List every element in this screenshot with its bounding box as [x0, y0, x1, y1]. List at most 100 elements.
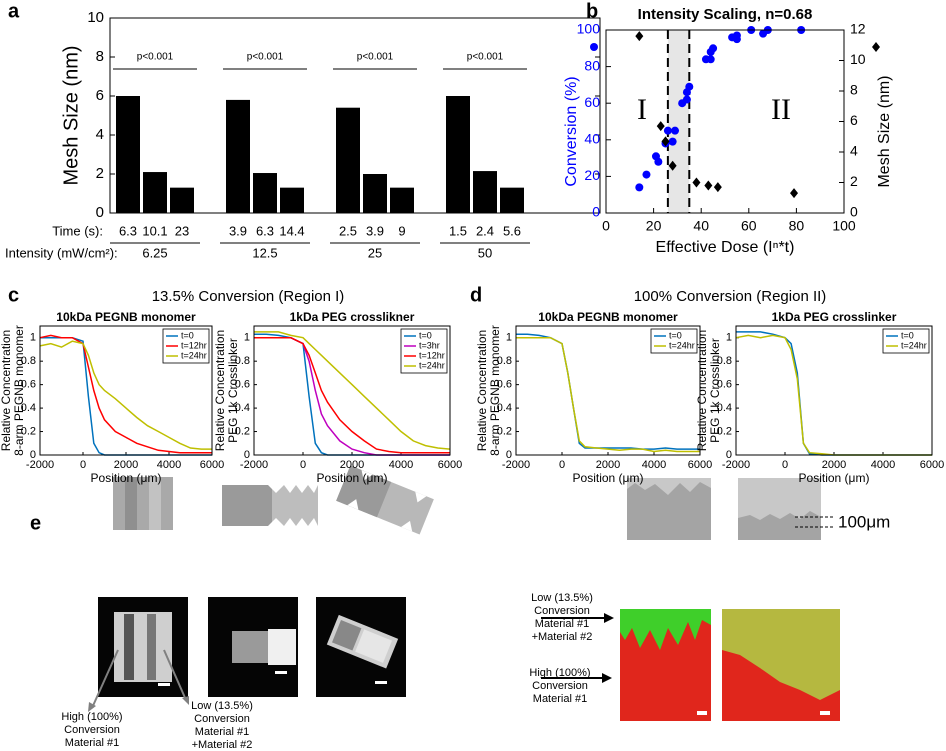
x-tick-label: 2000	[596, 459, 620, 471]
y-tick-label: 0	[30, 449, 36, 461]
line-series	[254, 336, 450, 454]
y-tick-label: 4	[96, 126, 104, 143]
x-tick-label: 6.3	[256, 223, 274, 238]
callout-label: Conversion	[534, 605, 590, 617]
y2-tick-label: 12	[850, 21, 866, 37]
x-tick-label: 6000	[438, 459, 462, 471]
legend-label: t=0	[419, 330, 432, 340]
callout-label: Low (13.5%)	[531, 592, 593, 604]
x-tick-label: 2000	[340, 459, 364, 471]
scale-label: 100μm	[838, 512, 890, 531]
y-tick-label: 0	[96, 204, 104, 221]
x-tick-label: 6.3	[119, 223, 137, 238]
panel-label: c	[8, 284, 19, 306]
legend-label: t=24hr	[419, 360, 445, 370]
callout-label: Material #1	[535, 618, 589, 630]
panel-label: d	[470, 284, 482, 306]
y-tick-label: 0	[726, 449, 732, 461]
callout-label: Material #1	[533, 693, 587, 705]
axes-frame	[109, 17, 601, 214]
x-tick-label: 4000	[389, 459, 413, 471]
x-tick-label: 60	[741, 218, 757, 234]
x-tick-label: 4000	[642, 459, 666, 471]
y-tick-label: 0.8	[235, 355, 250, 367]
bar	[363, 174, 387, 213]
x-axis-label: Position (μm)	[573, 471, 644, 485]
y-axis-label: Conversion (%)	[563, 76, 580, 186]
point	[663, 126, 672, 135]
point	[709, 44, 718, 53]
x-axis-label: Effective Dose (Iⁿ*t)	[656, 239, 795, 256]
x-tick-label: 2.4	[476, 223, 494, 238]
x-tick-label: 9	[398, 223, 405, 238]
bar	[473, 171, 497, 213]
y-tick-label: 0.4	[21, 402, 36, 414]
axis-marker	[872, 42, 880, 52]
legend-box	[882, 328, 930, 354]
legend-label: t=24hr	[181, 350, 207, 360]
axis-marker	[590, 43, 598, 51]
chart-title: 1kDa PEG crosslinker	[772, 310, 897, 324]
axes-frame	[253, 325, 451, 456]
legend-box	[650, 328, 698, 354]
y2-tick-label: 4	[850, 143, 858, 159]
line-series	[39, 334, 212, 454]
y-axis-label: Relative Concentration	[0, 330, 13, 451]
category-axis-label: Time (s):	[52, 223, 103, 238]
y-axis-label: PEG 1k Crosslinker	[226, 338, 240, 443]
y-axis-label: Relative Concentration	[475, 330, 489, 451]
point	[685, 82, 694, 91]
y-tick-label: 0.6	[235, 379, 250, 391]
y2-tick-label: 10	[850, 51, 866, 67]
point	[668, 160, 677, 171]
y-axis-label: Relative Concentration	[213, 330, 227, 451]
x-tick-label: 6000	[200, 459, 224, 471]
x-tick-label: -2000	[240, 459, 268, 471]
significance-label: p<0.001	[467, 52, 504, 63]
y-tick-label: 0.6	[21, 379, 36, 391]
point	[635, 31, 644, 42]
y-tick-label: 0.4	[235, 402, 250, 414]
bar	[116, 96, 140, 213]
group-label: 12.5	[252, 245, 277, 260]
x-axis-label: Position (μm)	[799, 471, 870, 485]
callout-label: Material #1	[65, 737, 119, 749]
y-tick-label: 0.8	[21, 355, 36, 367]
y-tick-label: 80	[584, 57, 600, 73]
chart-title: 10kDa PEGNB monomer	[56, 310, 196, 324]
bar	[390, 187, 414, 213]
y-tick-label: 0.2	[717, 425, 732, 437]
legend-label: t=12hr	[181, 340, 207, 350]
x-tick-label: -2000	[722, 459, 750, 471]
callout-label: Material #1	[195, 726, 249, 738]
x-tick-label: 40	[693, 218, 709, 234]
group-axis-label: Intensity (mW/cm²):	[5, 245, 118, 260]
x-tick-label: 1.5	[449, 223, 467, 238]
x-tick-label: 80	[789, 218, 805, 234]
callout-label: +Material #2	[532, 631, 593, 643]
chart-title: 1kDa PEG crosslikner	[290, 310, 415, 324]
point	[704, 180, 713, 191]
y-tick-label: 0.6	[497, 379, 512, 391]
x-axis-label: Position (μm)	[317, 471, 388, 485]
x-tick-label: 4000	[157, 459, 181, 471]
x-tick-label: 0	[559, 459, 565, 471]
y2-tick-label: 6	[850, 112, 858, 128]
callout-label: Conversion	[64, 724, 120, 736]
callout-label: +Material #2	[192, 739, 253, 751]
y2-tick-label: 8	[850, 82, 858, 98]
point	[692, 177, 701, 188]
point	[642, 170, 651, 179]
bar	[446, 96, 470, 213]
callout-label: High (100%)	[61, 711, 122, 723]
x-tick-label: 14.4	[279, 223, 304, 238]
y-tick-label: 40	[584, 131, 600, 147]
y2-tick-label: 0	[850, 204, 858, 220]
x-tick-label: 0	[80, 459, 86, 471]
bar	[500, 187, 524, 213]
y2-tick-label: 2	[850, 173, 858, 189]
y-tick-label: 1	[506, 332, 512, 344]
panel-label: b	[586, 0, 598, 22]
y-tick-label: 1	[30, 332, 36, 344]
x-tick-label: 20	[646, 218, 662, 234]
